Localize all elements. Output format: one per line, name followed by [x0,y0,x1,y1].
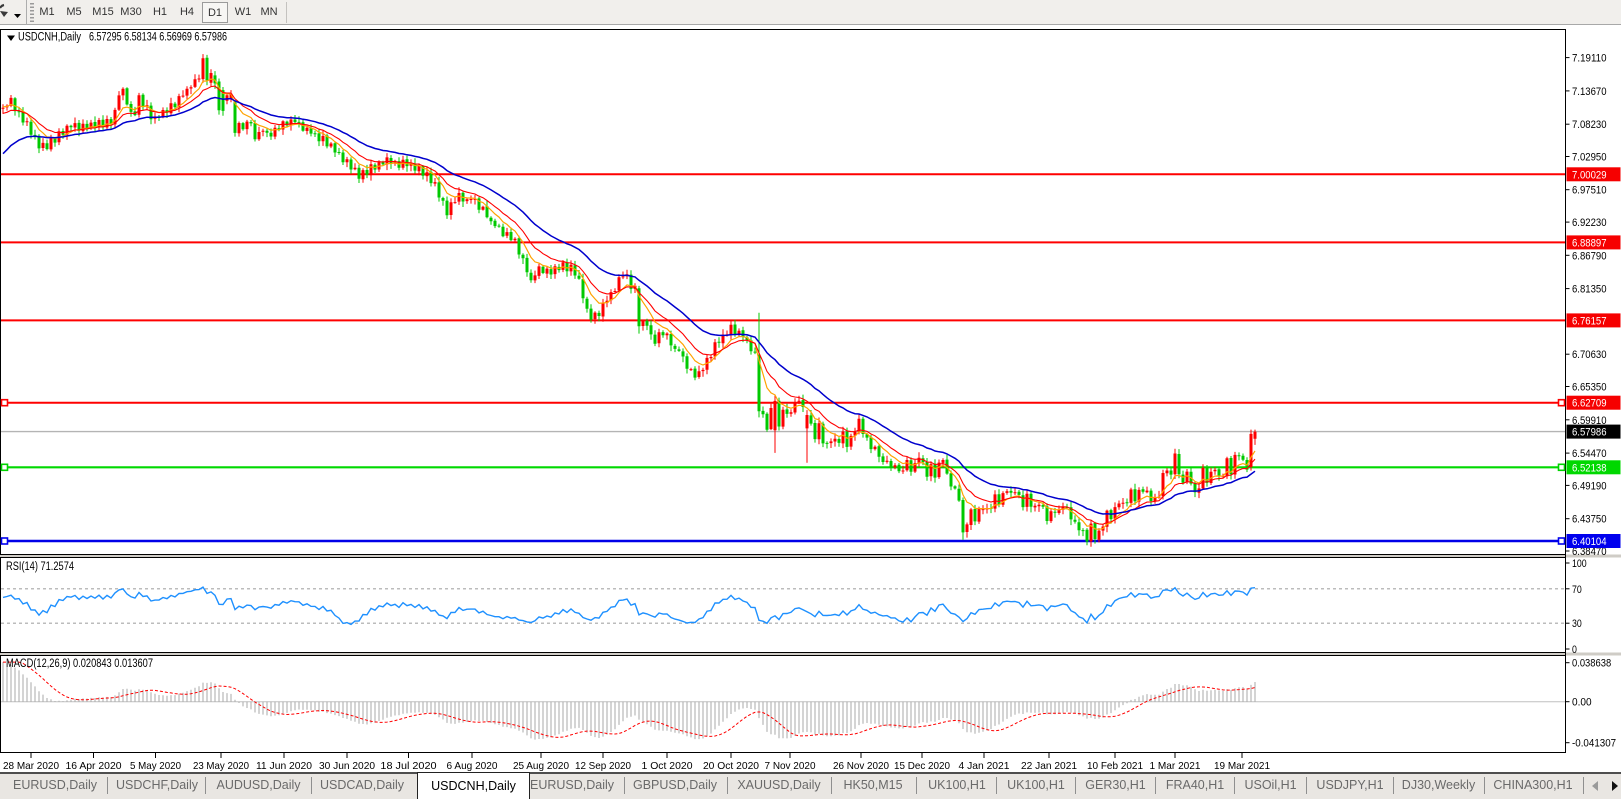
svg-text:19 Mar 2021: 19 Mar 2021 [1214,760,1270,772]
svg-text:28 Mar 2020: 28 Mar 2020 [3,760,59,772]
svg-text:20 Oct 2020: 20 Oct 2020 [703,760,759,772]
svg-text:0: 0 [1572,644,1577,656]
svg-text:6.97510: 6.97510 [1572,185,1607,197]
svg-text:70: 70 [1572,584,1582,596]
svg-text:100: 100 [1572,558,1587,570]
svg-text:6.38470: 6.38470 [1572,546,1607,558]
svg-text:RSI(14) 71.2574: RSI(14) 71.2574 [6,561,74,573]
svg-text:6.54470: 6.54470 [1572,448,1607,460]
svg-text:6.59910: 6.59910 [1572,415,1607,427]
svg-text:4 Jan 2021: 4 Jan 2021 [959,760,1010,772]
svg-text:26 Nov 2020: 26 Nov 2020 [833,760,889,772]
svg-text:6.65350: 6.65350 [1572,382,1607,394]
svg-text:6.52138: 6.52138 [1572,462,1607,474]
svg-text:7.19110: 7.19110 [1572,53,1607,65]
svg-text:0.00: 0.00 [1572,697,1592,709]
svg-text:7.00029: 7.00029 [1572,169,1607,181]
svg-text:MACD(12,26,9) 0.020843 0.01360: MACD(12,26,9) 0.020843 0.013607 [6,658,153,670]
svg-text:5 May 2020: 5 May 2020 [130,760,181,772]
svg-text:25 Aug 2020: 25 Aug 2020 [513,760,569,772]
svg-text:6 Aug 2020: 6 Aug 2020 [447,760,498,772]
svg-text:USDCNH,Daily: USDCNH,Daily [18,32,81,44]
svg-text:12 Sep 2020: 12 Sep 2020 [575,760,631,772]
svg-text:6.88897: 6.88897 [1572,237,1607,249]
svg-text:7.08230: 7.08230 [1572,119,1607,131]
svg-text:11 Jun 2020: 11 Jun 2020 [256,760,312,772]
svg-text:6.40104: 6.40104 [1572,536,1607,548]
svg-text:1 Oct 2020: 1 Oct 2020 [642,760,693,772]
svg-text:23 May 2020: 23 May 2020 [193,760,249,772]
svg-text:15 Dec 2020: 15 Dec 2020 [894,760,950,772]
svg-text:6.62709: 6.62709 [1572,398,1607,410]
svg-text:6.43750: 6.43750 [1572,514,1607,526]
svg-text:6.70630: 6.70630 [1572,349,1607,361]
svg-text:7.13670: 7.13670 [1572,86,1607,98]
svg-text:6.81350: 6.81350 [1572,284,1607,296]
svg-text:18 Jul 2020: 18 Jul 2020 [380,760,436,772]
svg-text:7 Nov 2020: 7 Nov 2020 [765,760,816,772]
svg-text:30 Jun 2020: 30 Jun 2020 [319,760,375,772]
svg-text:6.92230: 6.92230 [1572,217,1607,229]
svg-text:10 Feb 2021: 10 Feb 2021 [1087,760,1143,772]
svg-text:30: 30 [1572,618,1582,630]
svg-text:6.57986: 6.57986 [1572,427,1607,439]
svg-text:6.76157: 6.76157 [1572,315,1607,327]
svg-text:6.49190: 6.49190 [1572,480,1607,492]
svg-text:0.038638: 0.038638 [1572,658,1611,670]
svg-text:7.02950: 7.02950 [1572,152,1607,164]
svg-text:6.57295 6.58134 6.56969 6.5798: 6.57295 6.58134 6.56969 6.57986 [89,32,227,44]
svg-text:6.86790: 6.86790 [1572,250,1607,262]
svg-text:-0.041307: -0.041307 [1572,738,1616,750]
svg-text:16 Apr 2020: 16 Apr 2020 [65,760,121,772]
svg-text:1 Mar 2021: 1 Mar 2021 [1150,760,1201,772]
svg-text:22 Jan 2021: 22 Jan 2021 [1021,760,1077,772]
